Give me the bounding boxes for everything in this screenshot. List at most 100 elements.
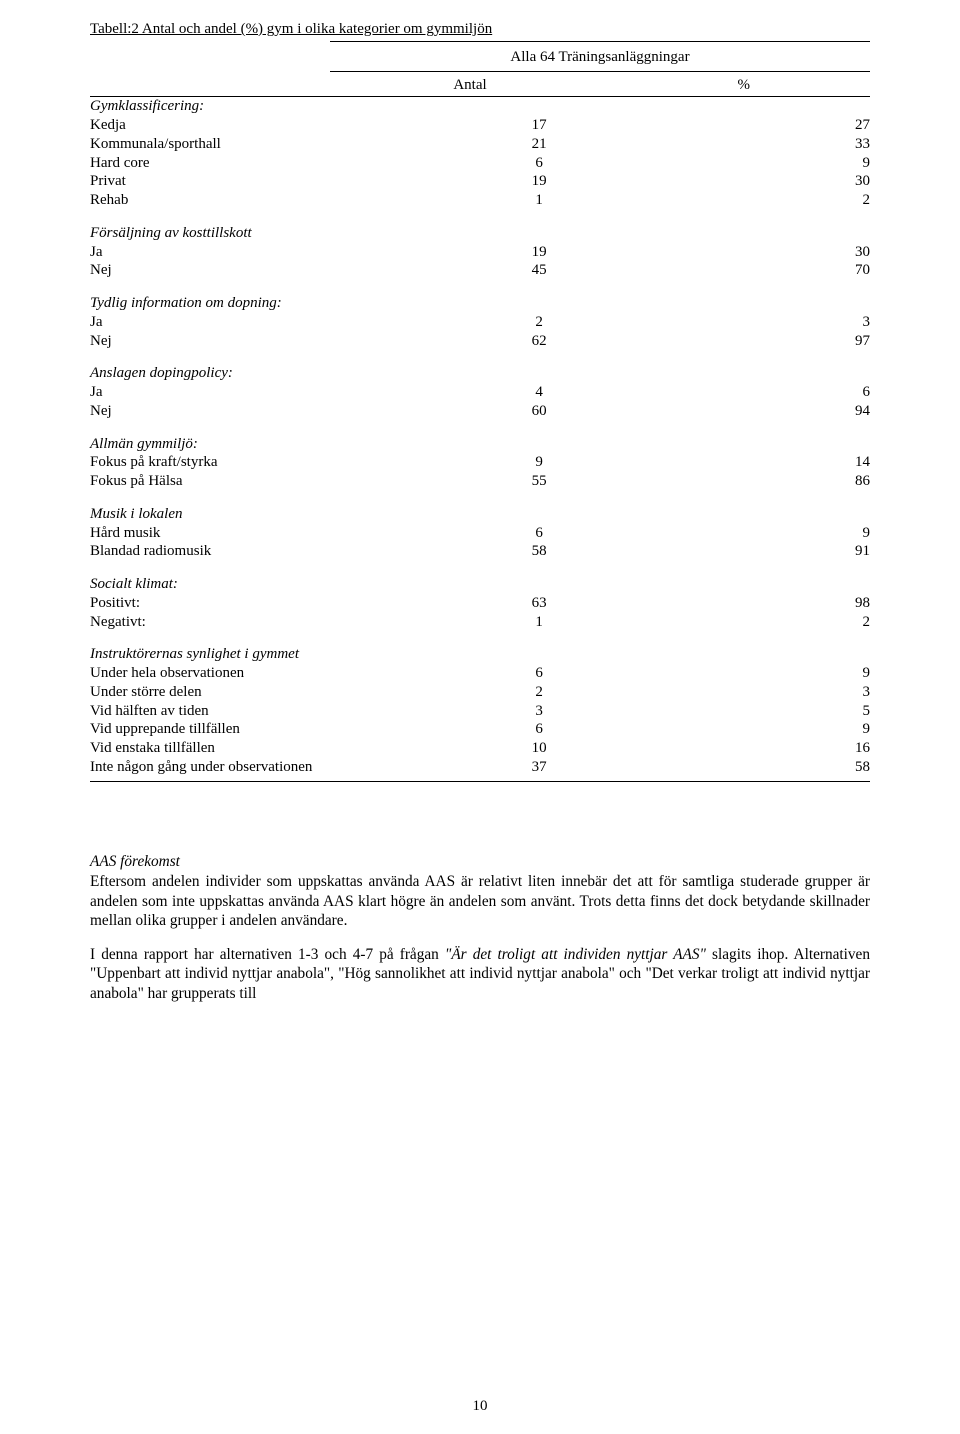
row-label: Blandad radiomusik — [90, 542, 445, 561]
row-antal: 37 — [445, 758, 634, 777]
row-pct: 9 — [634, 720, 870, 739]
row-label: Ja — [90, 313, 445, 332]
row-antal: 1 — [445, 191, 634, 210]
row-pct: 3 — [634, 683, 870, 702]
row-label: Ja — [90, 243, 445, 262]
table-row: Hård musik69 — [90, 524, 870, 543]
row-antal: 19 — [445, 243, 634, 262]
row-label: Negativt: — [90, 613, 445, 632]
row-pct: 6 — [634, 383, 870, 402]
table-row: Fokus på Hälsa5586 — [90, 472, 870, 491]
row-antal: 1 — [445, 613, 634, 632]
table-row: Nej6297 — [90, 332, 870, 351]
row-antal: 6 — [445, 720, 634, 739]
table-row: Negativt:12 — [90, 613, 870, 632]
row-antal: 6 — [445, 664, 634, 683]
table-row: Ja23 — [90, 313, 870, 332]
p2-part-a: I denna rapport har alternativen 1-3 och… — [90, 946, 445, 963]
table-row: Under större delen23 — [90, 683, 870, 702]
row-label: Hård musik — [90, 524, 445, 543]
row-antal: 2 — [445, 683, 634, 702]
row-label: Nej — [90, 261, 445, 280]
table-row: Rehab12 — [90, 191, 870, 210]
row-label: Fokus på Hälsa — [90, 472, 445, 491]
row-antal: 63 — [445, 594, 634, 613]
row-pct: 5 — [634, 702, 870, 721]
table-title: Tabell:2 Antal och andel (%) gym i olika… — [90, 20, 870, 39]
data-table: Gymklassificering:Kedja1727Kommunala/spo… — [90, 96, 870, 776]
row-pct: 97 — [634, 332, 870, 351]
row-pct: 94 — [634, 402, 870, 421]
table-row: Vid hälften av tiden35 — [90, 702, 870, 721]
row-label: Vid hälften av tiden — [90, 702, 445, 721]
p2-quote: "Är det troligt att individen nyttjar AA… — [445, 946, 706, 963]
row-label: Kommunala/sporthall — [90, 135, 445, 154]
row-antal: 58 — [445, 542, 634, 561]
row-label: Vid enstaka tillfällen — [90, 739, 445, 758]
row-antal: 6 — [445, 154, 634, 173]
table-row: Blandad radiomusik5891 — [90, 542, 870, 561]
row-pct: 91 — [634, 542, 870, 561]
row-pct: 86 — [634, 472, 870, 491]
row-pct: 9 — [634, 524, 870, 543]
table-row: Positivt:6398 — [90, 594, 870, 613]
section-head: Gymklassificering: — [90, 97, 445, 116]
table-row: Kedja1727 — [90, 116, 870, 135]
rule-bottom — [90, 781, 870, 782]
row-pct: 16 — [634, 739, 870, 758]
table-row: Ja46 — [90, 383, 870, 402]
row-pct: 33 — [634, 135, 870, 154]
row-pct: 30 — [634, 243, 870, 262]
section-head: Socialt klimat: — [90, 575, 445, 594]
table-row: Inte någon gång under observationen3758 — [90, 758, 870, 777]
section-head: Allmän gymmiljö: — [90, 435, 445, 454]
row-pct: 14 — [634, 453, 870, 472]
row-pct: 98 — [634, 594, 870, 613]
column-header-row: Antal % — [90, 76, 870, 95]
table-row: Ja1930 — [90, 243, 870, 262]
table-row: Kommunala/sporthall2133 — [90, 135, 870, 154]
section-head: Musik i lokalen — [90, 505, 445, 524]
row-label: Ja — [90, 383, 445, 402]
col-pct: % — [550, 76, 780, 95]
page: Tabell:2 Antal och andel (%) gym i olika… — [0, 0, 960, 1434]
row-pct: 30 — [634, 172, 870, 191]
page-number: 10 — [0, 1397, 960, 1416]
paragraph-1: Eftersom andelen individer som uppskatta… — [90, 872, 870, 931]
section-head: Instruktörernas synlighet i gymmet — [90, 645, 445, 664]
row-antal: 19 — [445, 172, 634, 191]
row-pct: 2 — [634, 191, 870, 210]
row-pct: 70 — [634, 261, 870, 280]
row-antal: 60 — [445, 402, 634, 421]
row-label: Vid upprepande tillfällen — [90, 720, 445, 739]
row-label: Under större delen — [90, 683, 445, 702]
section-head: Anslagen dopingpolicy: — [90, 364, 445, 383]
table-row: Vid enstaka tillfällen1016 — [90, 739, 870, 758]
section-head: Tydlig information om dopning: — [90, 294, 445, 313]
table-row: Under hela observationen69 — [90, 664, 870, 683]
row-antal: 9 — [445, 453, 634, 472]
table-row: Hard core69 — [90, 154, 870, 173]
table-row: Nej6094 — [90, 402, 870, 421]
row-pct: 3 — [634, 313, 870, 332]
row-antal: 45 — [445, 261, 634, 280]
row-pct: 2 — [634, 613, 870, 632]
col-antal: Antal — [390, 76, 550, 95]
row-antal: 21 — [445, 135, 634, 154]
row-label: Under hela observationen — [90, 664, 445, 683]
row-pct: 27 — [634, 116, 870, 135]
paragraph-2: I denna rapport har alternativen 1-3 och… — [90, 945, 870, 1004]
row-label: Kedja — [90, 116, 445, 135]
row-label: Privat — [90, 172, 445, 191]
row-antal: 62 — [445, 332, 634, 351]
row-label: Nej — [90, 332, 445, 351]
row-label: Rehab — [90, 191, 445, 210]
row-pct: 9 — [634, 664, 870, 683]
table-row: Vid upprepande tillfällen69 — [90, 720, 870, 739]
row-antal: 2 — [445, 313, 634, 332]
row-antal: 4 — [445, 383, 634, 402]
rule-top — [330, 41, 870, 42]
body-heading: AAS förekomst — [90, 852, 870, 872]
row-label: Inte någon gång under observationen — [90, 758, 445, 777]
row-antal: 55 — [445, 472, 634, 491]
